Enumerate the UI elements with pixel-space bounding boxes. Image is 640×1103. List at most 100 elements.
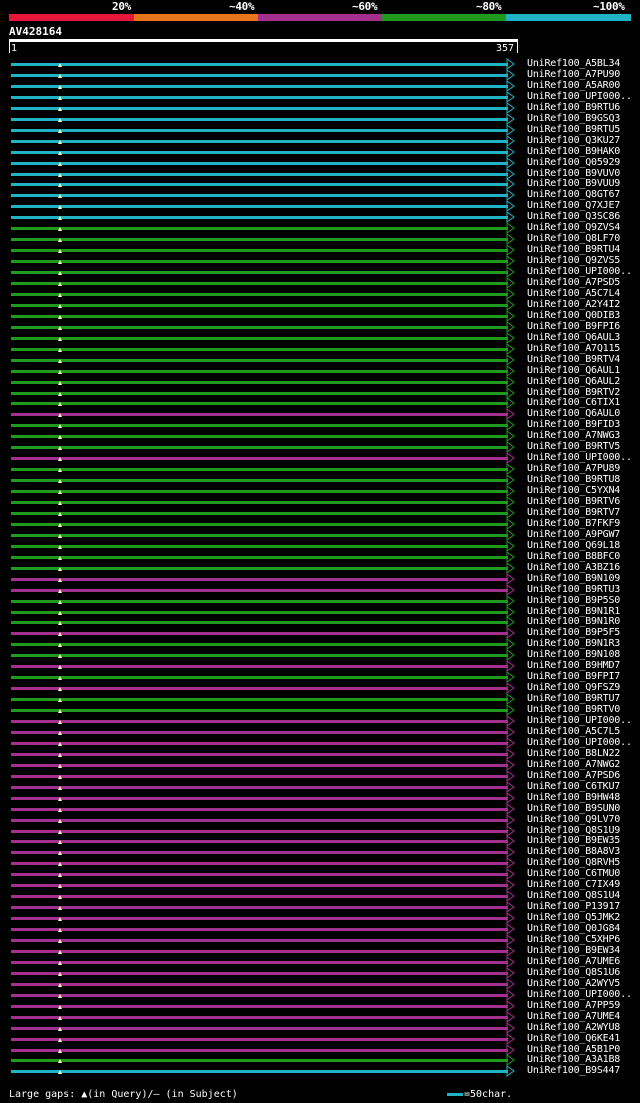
hit-label-link[interactable]: UniRef100_A5BL34 bbox=[527, 58, 621, 69]
hit-label-link[interactable]: UniRef100_Q8GT67 bbox=[527, 189, 621, 200]
hit-label-link[interactable]: UniRef100_B9GSQ3 bbox=[527, 113, 621, 124]
hit-label-link[interactable]: UniRef100_Q69L18 bbox=[527, 540, 621, 551]
hit-label-link[interactable]: UniRef100_C6TIX1 bbox=[527, 397, 621, 408]
hit-label-link[interactable]: UniRef100_UPI000.. bbox=[527, 989, 632, 1000]
hit-label-link[interactable]: UniRef100_B8LN22 bbox=[527, 748, 621, 759]
hit-label-link[interactable]: UniRef100_UPI000.. bbox=[527, 737, 632, 748]
hit-label-link[interactable]: UniRef100_Q6AUL0 bbox=[527, 408, 621, 419]
hit-label-link[interactable]: UniRef100_UPI000.. bbox=[527, 715, 632, 726]
hit-label-link[interactable]: UniRef100_Q5JMK2 bbox=[527, 912, 621, 923]
hit-label-link[interactable]: UniRef100_Q9ZVS4 bbox=[527, 222, 621, 233]
hit-label-link[interactable]: UniRef100_B7FKF9 bbox=[527, 518, 621, 529]
hit-label-link[interactable]: UniRef100_B9HMD7 bbox=[527, 660, 621, 671]
hit-label-link[interactable]: UniRef100_B9EW35 bbox=[527, 835, 621, 846]
hit-label-link[interactable]: UniRef100_Q6KE41 bbox=[527, 1033, 621, 1044]
hit-label-link[interactable]: UniRef100_A7PSD5 bbox=[527, 277, 621, 288]
hit-label-link[interactable]: UniRef100_B9RTU7 bbox=[527, 693, 621, 704]
hit-label-link[interactable]: UniRef100_Q8S1U4 bbox=[527, 890, 621, 901]
hit-label-link[interactable]: UniRef100_Q8LF70 bbox=[527, 233, 621, 244]
hit-label-link[interactable]: UniRef100_B9N1R3 bbox=[527, 638, 621, 649]
hit-label-link[interactable]: UniRef100_Q8RVH5 bbox=[527, 857, 621, 868]
hit-label-link[interactable]: UniRef100_B9RTU6 bbox=[527, 102, 621, 113]
hit-label-link[interactable]: UniRef100_UPI000.. bbox=[527, 452, 632, 463]
legend-label-80: ~80% bbox=[476, 0, 502, 13]
hit-label-link[interactable]: UniRef100_B9P5S0 bbox=[527, 595, 621, 606]
hit-label-link[interactable]: UniRef100_P13917 bbox=[527, 901, 621, 912]
hit-label-link[interactable]: UniRef100_A7PU90 bbox=[527, 69, 621, 80]
hit-label-link[interactable]: UniRef100_Q0JG84 bbox=[527, 923, 621, 934]
hit-label-link[interactable]: UniRef100_B9N109 bbox=[527, 573, 621, 584]
hit-label-link[interactable]: UniRef100_Q3SC86 bbox=[527, 211, 621, 222]
hit-label-link[interactable]: UniRef100_B9FID3 bbox=[527, 419, 621, 430]
hit-label-link[interactable]: UniRef100_C5XHP6 bbox=[527, 934, 621, 945]
hit-label-link[interactable]: UniRef100_C5YXN4 bbox=[527, 485, 621, 496]
hit-end-arrow-icon bbox=[506, 321, 515, 333]
hit-label-link[interactable]: UniRef100_C6TKU7 bbox=[527, 781, 621, 792]
hit-label-link[interactable]: UniRef100_Q8S1U6 bbox=[527, 967, 621, 978]
hit-label-link[interactable]: UniRef100_Q9ZVS5 bbox=[527, 255, 621, 266]
hit-label-link[interactable]: UniRef100_B9N108 bbox=[527, 649, 621, 660]
hit-label-link[interactable]: UniRef100_A7PP59 bbox=[527, 1000, 621, 1011]
hit-label-link[interactable]: UniRef100_Q0DIB3 bbox=[527, 310, 621, 321]
hit-label-link[interactable]: UniRef100_B8A8V3 bbox=[527, 846, 621, 857]
hit-label-link[interactable]: UniRef100_B9VUU9 bbox=[527, 178, 621, 189]
hit-label-link[interactable]: UniRef100_B9RTV2 bbox=[527, 387, 621, 398]
hit-label-link[interactable]: UniRef100_B9RTU5 bbox=[527, 124, 621, 135]
hit-label-link[interactable]: UniRef100_Q7XJE7 bbox=[527, 200, 621, 211]
hit-label-link[interactable]: UniRef100_A5AR00 bbox=[527, 80, 621, 91]
hit-label-link[interactable]: UniRef100_B9N1R1 bbox=[527, 606, 621, 617]
hit-label-link[interactable]: UniRef100_B9P5F5 bbox=[527, 627, 621, 638]
hit-label-link[interactable]: UniRef100_A3BZ16 bbox=[527, 562, 621, 573]
hit-label-link[interactable]: UniRef100_B9SUN0 bbox=[527, 803, 621, 814]
hit-label-link[interactable]: UniRef100_B8BFC0 bbox=[527, 551, 621, 562]
hit-label-link[interactable]: UniRef100_B9RTV0 bbox=[527, 704, 621, 715]
hit-label-link[interactable]: UniRef100_A2WYV5 bbox=[527, 978, 621, 989]
hit-label-link[interactable]: UniRef100_B9RTU8 bbox=[527, 474, 621, 485]
hit-row-graphic bbox=[11, 606, 515, 618]
hit-label-link[interactable]: UniRef100_B9N1R0 bbox=[527, 616, 621, 627]
hit-label-link[interactable]: UniRef100_B9RTV7 bbox=[527, 507, 621, 518]
hit-label-link[interactable]: UniRef100_Q6AUL3 bbox=[527, 332, 621, 343]
hit-row-graphic bbox=[11, 277, 515, 289]
hit-label-link[interactable]: UniRef100_B9HAK0 bbox=[527, 146, 621, 157]
hit-label-link[interactable]: UniRef100_A2WYU8 bbox=[527, 1022, 621, 1033]
hit-label-link[interactable]: UniRef100_A7PU89 bbox=[527, 463, 621, 474]
hit-label-link[interactable]: UniRef100_A7UME4 bbox=[527, 1011, 621, 1022]
hit-label-link[interactable]: UniRef100_UPI000.. bbox=[527, 91, 632, 102]
hit-label-link[interactable]: UniRef100_C7IX49 bbox=[527, 879, 621, 890]
hit-label-link[interactable]: UniRef100_Q6AUL1 bbox=[527, 365, 621, 376]
hit-label-link[interactable]: UniRef100_B9S447 bbox=[527, 1065, 621, 1076]
hit-label-link[interactable]: UniRef100_A7PSD6 bbox=[527, 770, 621, 781]
hit-label-link[interactable]: UniRef100_B9RTV5 bbox=[527, 441, 621, 452]
hit-label-link[interactable]: UniRef100_Q05929 bbox=[527, 157, 621, 168]
hit-label-link[interactable]: UniRef100_A5B1P0 bbox=[527, 1044, 621, 1055]
hit-label-link[interactable]: UniRef100_A7NWG3 bbox=[527, 430, 621, 441]
hit-label-link[interactable]: UniRef100_A9PGW7 bbox=[527, 529, 621, 540]
hit-label-link[interactable]: UniRef100_Q8S1U9 bbox=[527, 825, 621, 836]
query-gap-marker-icon bbox=[58, 534, 62, 538]
hit-label-link[interactable]: UniRef100_C6TMU0 bbox=[527, 868, 621, 879]
hit-label-link[interactable]: UniRef100_Q3KU27 bbox=[527, 135, 621, 146]
hit-label-link[interactable]: UniRef100_A5C7L4 bbox=[527, 288, 621, 299]
hit-label-link[interactable]: UniRef100_A3A1B8 bbox=[527, 1054, 621, 1065]
hit-label-link[interactable]: UniRef100_B9VUV0 bbox=[527, 168, 621, 179]
hit-alignment-line bbox=[11, 753, 508, 756]
hit-end-arrow-icon bbox=[506, 923, 515, 935]
hit-label-link[interactable]: UniRef100_A7Q115 bbox=[527, 343, 621, 354]
hit-label-link[interactable]: UniRef100_B9EW34 bbox=[527, 945, 621, 956]
hit-label-link[interactable]: UniRef100_B9RTU4 bbox=[527, 244, 621, 255]
hit-label-link[interactable]: UniRef100_B9RTV6 bbox=[527, 496, 621, 507]
hit-label-link[interactable]: UniRef100_UPI000.. bbox=[527, 266, 632, 277]
hit-label-link[interactable]: UniRef100_A2Y4I2 bbox=[527, 299, 621, 310]
hit-label-link[interactable]: UniRef100_A5C7L5 bbox=[527, 726, 621, 737]
hit-label-link[interactable]: UniRef100_B9RTU3 bbox=[527, 584, 621, 595]
hit-label-link[interactable]: UniRef100_Q6AUL2 bbox=[527, 376, 621, 387]
hit-label-link[interactable]: UniRef100_Q9FSZ9 bbox=[527, 682, 621, 693]
hit-label-link[interactable]: UniRef100_A7NWG2 bbox=[527, 759, 621, 770]
hit-label-link[interactable]: UniRef100_B9HW48 bbox=[527, 792, 621, 803]
hit-label-link[interactable]: UniRef100_B9FPI7 bbox=[527, 671, 621, 682]
hit-label-link[interactable]: UniRef100_B9RTV4 bbox=[527, 354, 621, 365]
hit-label-link[interactable]: UniRef100_A7UME6 bbox=[527, 956, 621, 967]
hit-label-link[interactable]: UniRef100_B9FPI6 bbox=[527, 321, 621, 332]
hit-label-link[interactable]: UniRef100_Q9LV70 bbox=[527, 814, 621, 825]
